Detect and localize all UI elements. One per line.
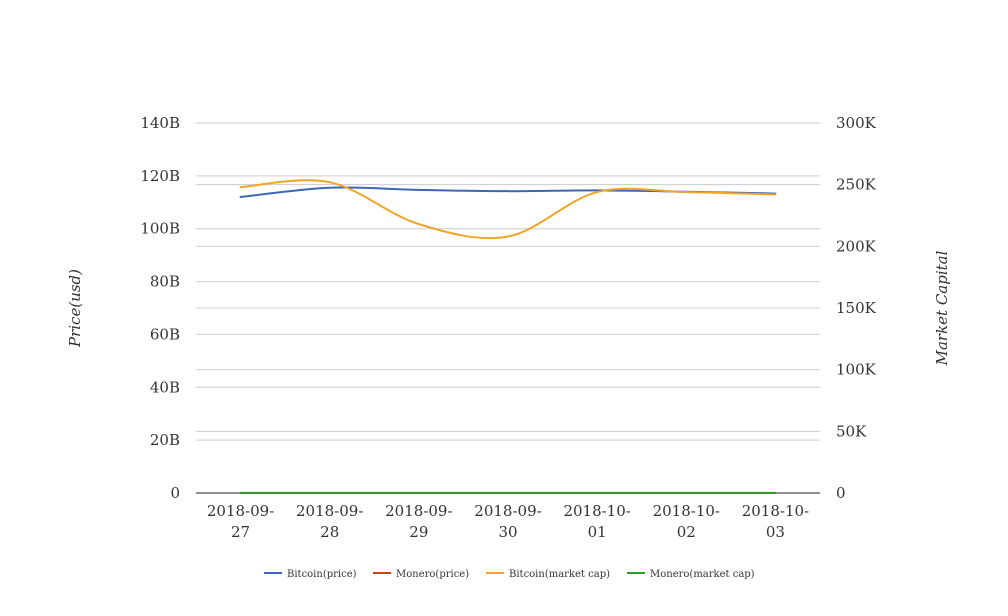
y-axis-left-tick-label: 120B [140,167,180,185]
legend-item: Bitcoin(market cap) [486,569,610,580]
y-axis-left-tick-label: 60B [150,325,180,343]
legend: Bitcoin(price) Monero(price) Bitcoin(marke… [264,569,755,580]
y-axis-right-tick-label: 200K [836,237,877,255]
grid-lines-left [196,122,820,441]
y-axis-left-title: Price(usd) [66,269,84,348]
x-axis-tick-label: 2018-09-28 [296,502,363,541]
legend-label: Bitcoin(price) [287,569,357,580]
x-axis-tick-label: 2018-10-01 [563,502,630,541]
series-lines [239,179,777,495]
y-axis-right-tick-label: 0 [836,484,846,502]
x-axis-tick-label: 2018-09-29 [385,502,452,541]
series-line-bitcoin-market-cap [239,179,777,240]
x-axis-tick-label: 2018-10-03 [742,502,809,541]
legend-label: Bitcoin(market cap) [509,569,610,580]
x-axis-ticks: 2018-09-27 2018-09-28 2018-09-29 2018-09-30… [207,502,809,541]
y-axis-right-ticks: 0 50K 100K 150K 200K 250K 300K [836,114,877,502]
y-axis-left-ticks: 0 20B 40B 60B 80B 100B 120B 140B [140,114,180,502]
x-axis-tick-label: 2018-10-02 [653,502,720,541]
x-axis-tick-label: 2018-09-27 [207,502,274,541]
y-axis-right-tick-label: 300K [836,114,877,132]
y-axis-left-tick-label: 100B [140,220,180,238]
grid-lines-right [196,122,820,432]
y-axis-left-tick-label: 80B [150,273,180,291]
x-axis-tick-label: 2018-09-30 [474,502,541,541]
y-axis-right-tick-label: 50K [836,422,867,440]
y-axis-right-tick-label: 150K [836,299,877,317]
y-axis-left-tick-label: 0 [170,484,180,502]
legend-item: Monero(price) [373,569,469,580]
legend-label: Monero(market cap) [650,569,755,580]
y-axis-left-tick-label: 140B [140,114,180,132]
legend-label: Monero(price) [396,569,469,580]
y-axis-right-tick-label: 100K [836,361,877,379]
y-axis-left-tick-label: 20B [150,431,180,449]
legend-item: Bitcoin(price) [264,569,357,580]
legend-item: Monero(market cap) [627,569,755,580]
y-axis-left-tick-label: 40B [150,378,180,396]
y-axis-right-tick-label: 250K [836,176,877,194]
y-axis-right-title: Market Capital [933,250,951,366]
